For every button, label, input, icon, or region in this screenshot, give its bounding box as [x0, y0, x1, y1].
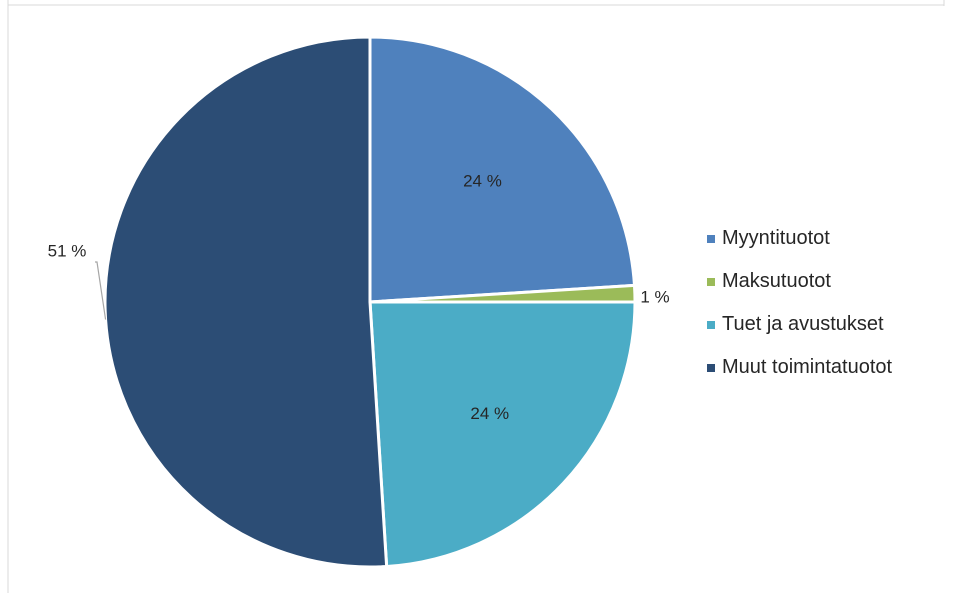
pie-slice-myyntituotot: [368, 35, 636, 304]
pie-slices: [103, 35, 637, 569]
pie-slice-muut-toimintatuotot: [103, 35, 389, 569]
data-label-muut-toimintatuotot: 51 %: [48, 241, 87, 260]
legend-item-muut-toimintatuotot: Muut toimintatuotot: [707, 346, 892, 389]
legend-label: Tuet ja avustukset: [722, 313, 884, 335]
data-label-maksutuotot: 1 %: [640, 287, 669, 306]
data-labels: 24 % 1 % 24 % 51 %: [48, 172, 670, 423]
legend-marker: [707, 363, 715, 372]
legend: Myyntituotot Maksutuotot Tuet ja avustuk…: [707, 217, 892, 389]
legend-item-tuet-ja-avustukset: Tuet ja avustukset: [707, 303, 892, 346]
legend-item-maksutuotot: Maksutuotot: [707, 260, 892, 303]
legend-label: Myyntituotot: [722, 227, 830, 249]
legend-label: Muut toimintatuotot: [722, 356, 893, 378]
data-label-tuet-ja-avustukset: 24 %: [470, 404, 509, 423]
data-label-myyntituotot: 24 %: [463, 172, 502, 191]
legend-marker: [707, 277, 715, 286]
leader-lines: [95, 261, 107, 320]
legend-marker: [707, 234, 715, 243]
legend-item-myyntituotot: Myyntituotot: [707, 217, 892, 260]
leader-line-muut-toimintatuotot: [95, 261, 107, 320]
legend-marker: [707, 320, 715, 329]
pie-slice-tuet-ja-avustukset: [368, 300, 637, 568]
legend-label: Maksutuotot: [722, 270, 831, 292]
